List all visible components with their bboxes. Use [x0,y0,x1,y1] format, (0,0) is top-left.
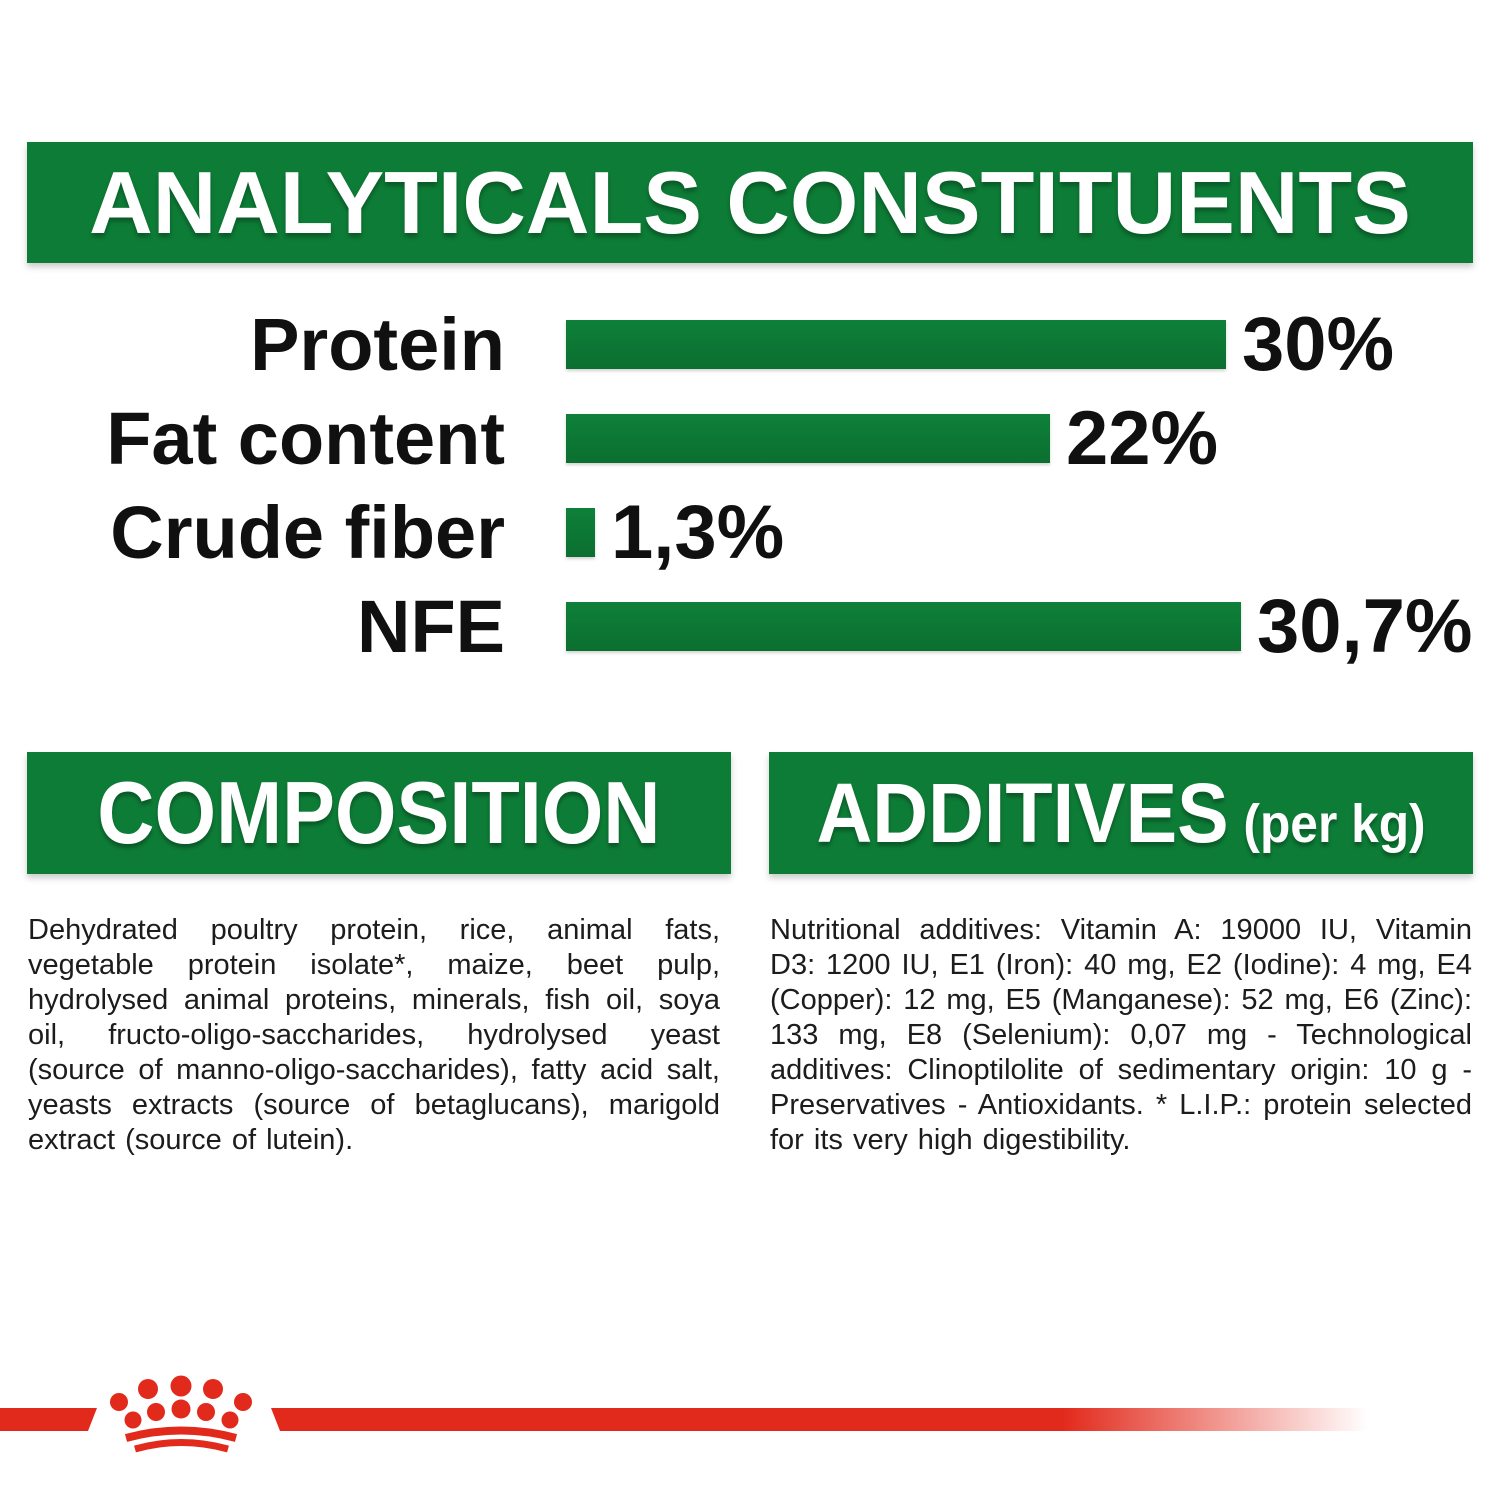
brand-rule-left [0,1408,97,1431]
chart-bar [566,602,1241,651]
analyticals-banner: ANALYTICALS CONSTITUENTS [27,142,1473,263]
analytical-constituents-chart: Protein 30% Fat content 22% Crude fiber … [0,0,1500,700]
chart-row-fat-content: Fat content 22% [0,395,1500,481]
chart-label: NFE [357,584,505,668]
additives-per-kg-label: (per kg) [1243,794,1426,854]
additives-title: ADDITIVES (per kg) [816,771,1425,855]
additives-text: Nutritional additives: Vitamin A: 19000 … [770,914,1472,1156]
chart-value: 30,7% [1257,583,1473,669]
chart-row-crude-fiber: Crude fiber 1,3% [0,489,1500,575]
analyticals-title: ANALYTICALS CONSTITUENTS [89,152,1411,252]
chart-value: 22% [1066,395,1219,481]
composition-banner: COMPOSITION [27,752,731,874]
chart-label: Protein [250,302,505,386]
chart-label: Crude fiber [110,490,505,574]
additives-banner: ADDITIVES (per kg) [769,752,1473,874]
chart-row-protein: Protein 30% [0,301,1500,387]
chart-bar [566,414,1050,463]
chart-value: 1,3% [611,489,785,575]
chart-bar [566,508,595,557]
composition-title: COMPOSITION [97,763,661,862]
royal-canin-crown-logo [110,1375,252,1453]
composition-text: Dehydrated poultry protein, rice, animal… [28,914,720,1156]
chart-value: 30% [1242,301,1395,387]
additives-title-text: ADDITIVES [816,766,1229,860]
chart-bar [566,320,1226,369]
brand-rule-right [271,1408,1402,1431]
chart-label: Fat content [106,396,505,480]
chart-row-nfe: NFE 30,7% [0,583,1500,669]
